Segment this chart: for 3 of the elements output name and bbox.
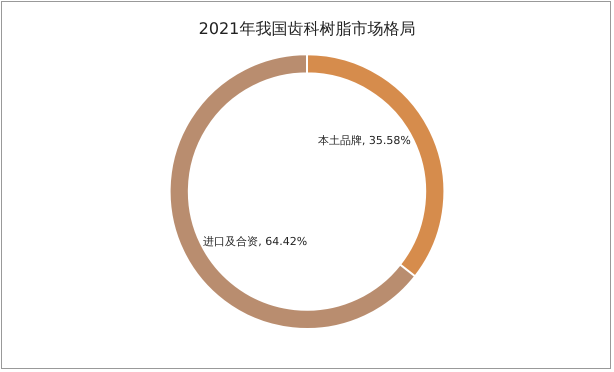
chart-title: 2021年我国齿科树脂市场格局: [198, 18, 416, 38]
slice-label: 本土品牌, 35.58%: [318, 134, 411, 147]
slice-label: 进口及合资, 64.42%: [203, 234, 308, 248]
